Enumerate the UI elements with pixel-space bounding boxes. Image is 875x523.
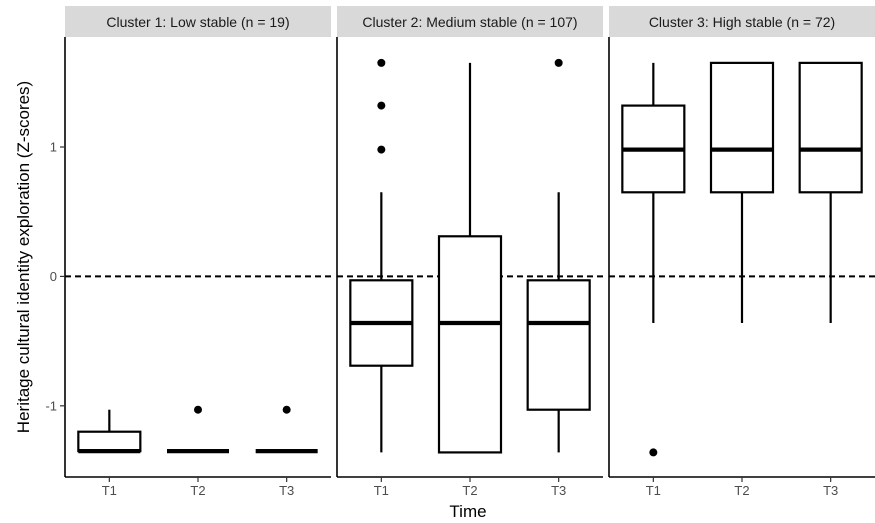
x-tick-label: T1 (646, 483, 661, 498)
x-tick-label: T3 (551, 483, 566, 498)
outlier-point (377, 145, 386, 154)
outlier-point (554, 58, 563, 67)
y-tick-label: 0 (50, 269, 57, 284)
y-tick-label: 1 (50, 140, 57, 155)
facet-strip (609, 6, 875, 37)
box-t2 (709, 61, 775, 323)
x-axis-title: Time (449, 502, 486, 521)
box-t1 (621, 62, 686, 457)
box-t2 (437, 62, 503, 454)
facet-panel: Cluster 2: Medium stable (n = 107) T1 T2 T3 (336, 6, 603, 498)
box-t3 (526, 58, 591, 453)
box-iqr (798, 61, 863, 194)
x-tick-label: T2 (190, 483, 205, 498)
box-t1 (349, 58, 414, 453)
box-t1 (77, 409, 142, 454)
facet-strip (65, 6, 331, 37)
facet-strip (337, 6, 603, 37)
box-t2 (167, 405, 229, 454)
facet-strip-label: Cluster 3: High stable (n = 72) (649, 14, 835, 30)
box-t3 (255, 405, 318, 454)
box-iqr (437, 235, 503, 454)
box-iqr (709, 61, 775, 194)
outlier-point (377, 101, 386, 110)
x-tick-label: T1 (374, 483, 389, 498)
facet-panel: Cluster 3: High stable (n = 72) T1 T2 T3 (608, 6, 875, 498)
x-tick-label: T2 (734, 483, 749, 498)
facet-panels: Cluster 1: Low stable (n = 19) -1 0 1 T1 T2 T3… (45, 6, 875, 498)
outlier-point (194, 405, 202, 414)
x-tick-label: T2 (462, 483, 477, 498)
x-tick-label: T3 (823, 483, 838, 498)
outlier-point (649, 448, 658, 457)
facet-strip-label: Cluster 1: Low stable (n = 19) (106, 14, 289, 30)
y-axis-title: Heritage cultural identity exploration (… (14, 81, 33, 433)
y-tick-label: -1 (45, 398, 57, 413)
box-iqr (526, 279, 591, 411)
box-iqr (77, 430, 142, 453)
facet-strip-label: Cluster 2: Medium stable (n = 107) (362, 14, 577, 30)
outlier-point (377, 58, 386, 67)
outlier-point (282, 405, 291, 414)
box-t3 (798, 61, 863, 323)
x-tick-label: T3 (279, 483, 294, 498)
x-tick-label: T1 (102, 483, 117, 498)
facet-panel: Cluster 1: Low stable (n = 19) -1 0 1 T1 T2 T3 (45, 6, 331, 498)
